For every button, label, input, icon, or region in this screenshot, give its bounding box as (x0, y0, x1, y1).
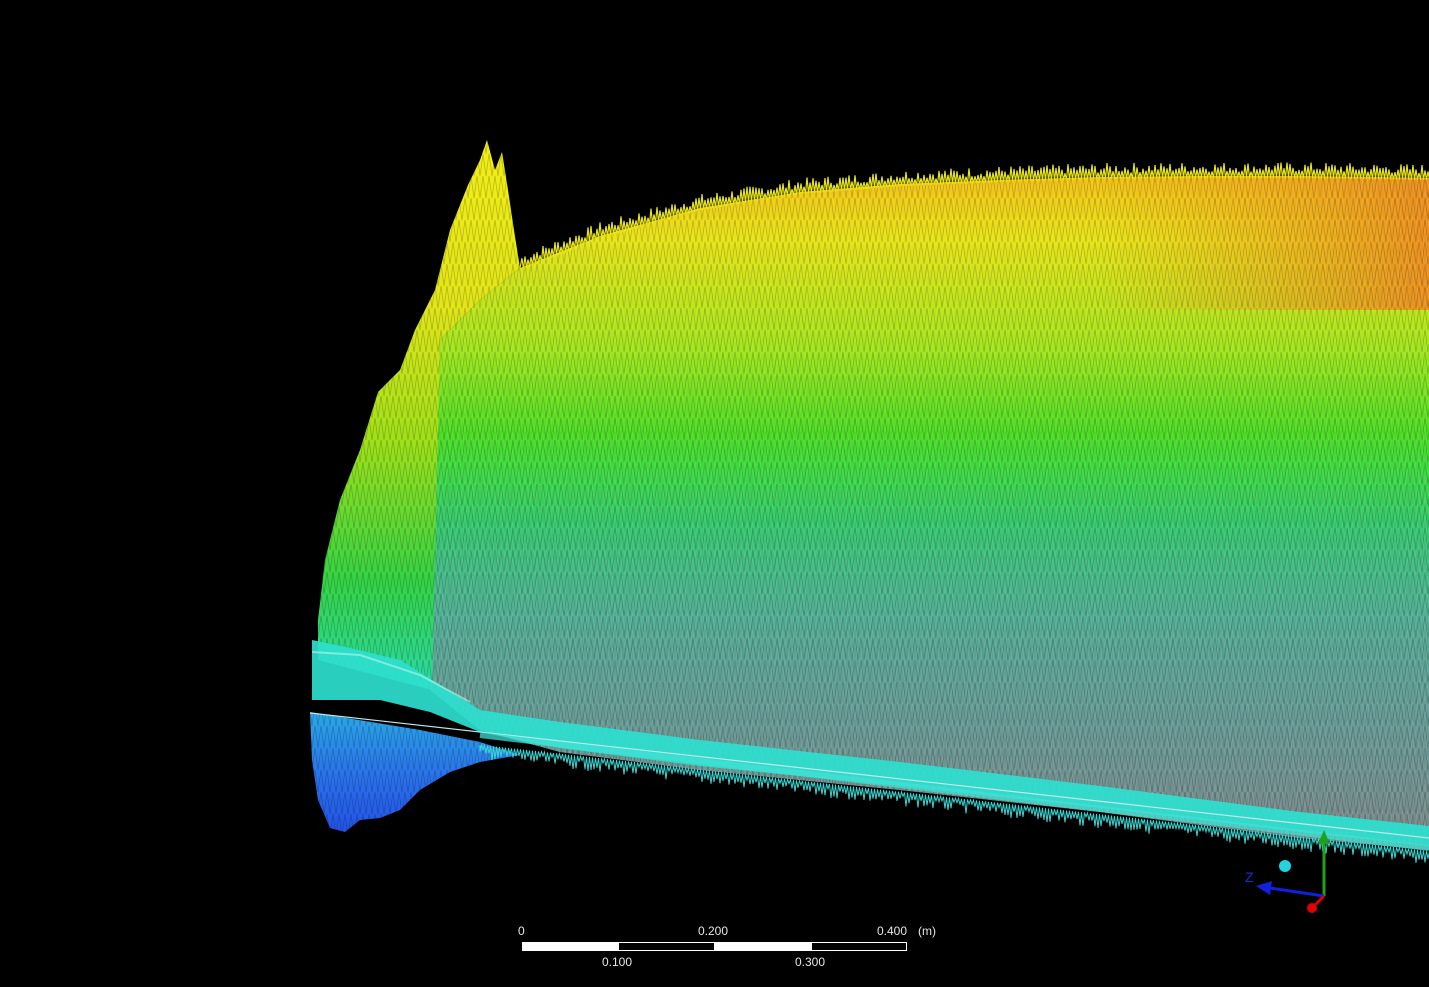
z-axis-arrowhead (1256, 881, 1272, 895)
z-axis-label: Z (1245, 869, 1254, 885)
surface-left-wall-texture (318, 140, 520, 690)
surface-lower-fringe (479, 743, 1429, 863)
x-axis-arrow (1312, 894, 1326, 908)
isometric-view-ball[interactable] (1279, 860, 1291, 872)
surface-cyan-ridge (312, 640, 1429, 846)
x-axis-marker (1307, 903, 1317, 913)
surface-baseline (309, 712, 1429, 839)
z-axis-arrow (1269, 886, 1325, 898)
y-axis-arrowhead (1318, 830, 1330, 844)
surface-top-edge (519, 162, 1429, 270)
orientation-triad[interactable]: Z (1230, 822, 1340, 922)
